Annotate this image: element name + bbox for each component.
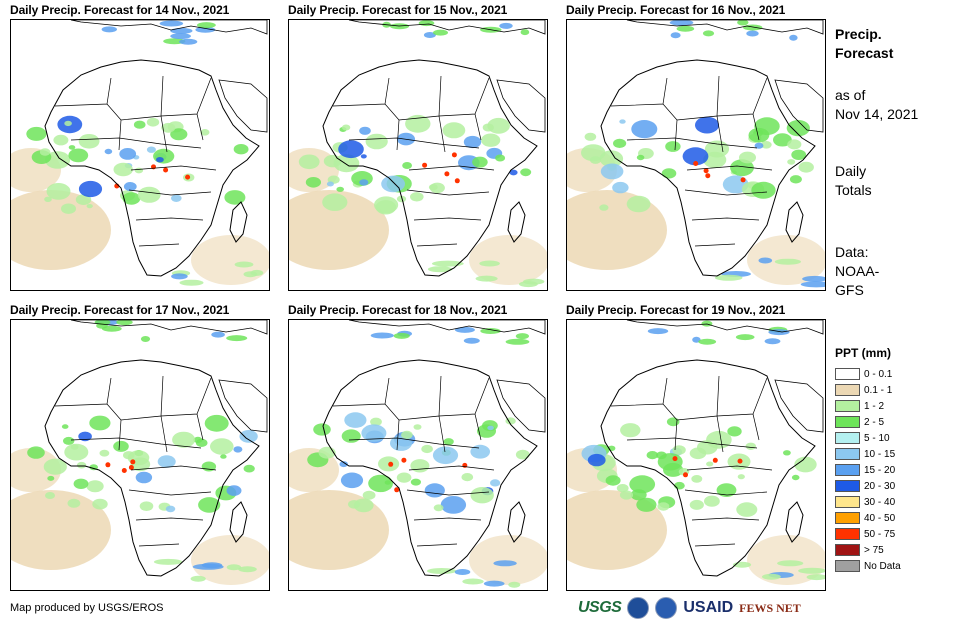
country-borders bbox=[44, 320, 268, 577]
country-borders bbox=[322, 20, 546, 277]
panel-title: Daily Precip. Forecast for 16 Nov., 2021 bbox=[566, 3, 786, 17]
panel-title: Daily Precip. Forecast for 17 Nov., 2021 bbox=[10, 303, 230, 317]
fews-net-logo: FEWS NET bbox=[739, 600, 801, 615]
legend-item: 15 - 20 bbox=[835, 462, 965, 478]
rainfall-field bbox=[567, 20, 825, 288]
legend-swatch bbox=[835, 448, 860, 460]
country-borders bbox=[600, 320, 824, 577]
legend-swatch bbox=[835, 384, 860, 396]
precip-map bbox=[10, 319, 270, 591]
panel-title: Daily Precip. Forecast for 14 Nov., 2021 bbox=[10, 3, 230, 17]
africa-map-svg bbox=[567, 20, 825, 288]
rainfall-field bbox=[567, 320, 825, 585]
legend-label: 20 - 30 bbox=[864, 480, 896, 492]
legend-item: No Data bbox=[835, 558, 965, 574]
panel-title: Daily Precip. Forecast for 18 Nov., 2021 bbox=[288, 303, 508, 317]
asof-date: Nov 14, 2021 bbox=[835, 106, 919, 122]
sidebar-title-line2: Forecast bbox=[835, 45, 894, 61]
legend-item: 5 - 10 bbox=[835, 430, 965, 446]
legend-swatch bbox=[835, 496, 860, 508]
legend-label: 0.1 - 1 bbox=[864, 384, 893, 396]
usgs-seal-icon bbox=[655, 597, 678, 619]
asof-line1: as of bbox=[835, 87, 866, 103]
legend-label: 15 - 20 bbox=[864, 464, 896, 476]
panel-title: Daily Precip. Forecast for 15 Nov., 2021 bbox=[288, 3, 508, 17]
africa-map-svg bbox=[11, 320, 269, 585]
africa-map-svg bbox=[567, 320, 825, 585]
rainfall-field bbox=[11, 20, 269, 286]
totals-line2: Totals bbox=[835, 182, 872, 198]
legend-item: > 75 bbox=[835, 542, 965, 558]
legend-swatch bbox=[835, 432, 860, 444]
legend-title: PPT (mm) bbox=[835, 346, 892, 360]
rainfall-field bbox=[289, 326, 547, 588]
data-line3: GFS bbox=[835, 282, 864, 298]
legend-item: 40 - 50 bbox=[835, 510, 965, 526]
legend-item: 50 - 75 bbox=[835, 526, 965, 542]
precip-map bbox=[566, 319, 826, 591]
legend-item: 30 - 40 bbox=[835, 494, 965, 510]
legend-item: 2 - 5 bbox=[835, 414, 965, 430]
panel-title: Daily Precip. Forecast for 19 Nov., 2021 bbox=[566, 303, 786, 317]
forecast-panel-16-nov: Daily Precip. Forecast for 16 Nov., 2021 bbox=[566, 3, 826, 291]
noaa-logo-icon bbox=[627, 597, 650, 619]
legend-label: 10 - 15 bbox=[864, 448, 896, 460]
forecast-panel-18-nov: Daily Precip. Forecast for 18 Nov., 2021 bbox=[288, 303, 548, 591]
legend-label: 40 - 50 bbox=[864, 512, 896, 524]
sidebar-asof: as of Nov 14, 2021 bbox=[835, 86, 918, 124]
legend-label: 50 - 75 bbox=[864, 528, 896, 540]
sidebar-totals: Daily Totals bbox=[835, 162, 872, 200]
data-line2: NOAA- bbox=[835, 263, 880, 279]
legend-label: 5 - 10 bbox=[864, 432, 890, 444]
legend-label: 0 - 0.1 bbox=[864, 368, 893, 380]
legend-rows: 0 - 0.1 0.1 - 1 1 - 2 2 - 5 5 - 10 10 - 15 15 … bbox=[835, 366, 965, 574]
legend-label: 2 - 5 bbox=[864, 416, 885, 428]
usaid-logo: USAID bbox=[683, 599, 734, 616]
forecast-panel-19-nov: Daily Precip. Forecast for 19 Nov., 2021 bbox=[566, 303, 826, 591]
legend-item: 1 - 2 bbox=[835, 398, 965, 414]
legend-label: 1 - 2 bbox=[864, 400, 885, 412]
legend-swatch bbox=[835, 480, 860, 492]
sidebar-title-line1: Precip. bbox=[835, 26, 882, 42]
forecast-panel-17-nov: Daily Precip. Forecast for 17 Nov., 2021 bbox=[10, 303, 270, 591]
legend-item: 20 - 30 bbox=[835, 478, 965, 494]
sidebar-data-source: Data: NOAA- GFS bbox=[835, 243, 879, 300]
legend-label: 30 - 40 bbox=[864, 496, 896, 508]
sidebar-title: Precip. Forecast bbox=[835, 25, 893, 63]
precip-map bbox=[566, 19, 826, 291]
country-borders bbox=[322, 320, 546, 577]
precip-map bbox=[10, 19, 270, 291]
africa-map-svg bbox=[289, 20, 547, 288]
country-borders bbox=[44, 20, 268, 277]
legend-swatch bbox=[835, 528, 860, 540]
precip-map bbox=[288, 319, 548, 591]
precip-map bbox=[288, 19, 548, 291]
legend-label: > 75 bbox=[864, 544, 884, 556]
map-credit: Map produced by USGS/EROS bbox=[10, 602, 164, 614]
legend-swatch bbox=[835, 560, 860, 572]
legend-swatch bbox=[835, 544, 860, 556]
forecast-panel-14-nov: Daily Precip. Forecast for 14 Nov., 2021 bbox=[10, 3, 270, 291]
country-borders bbox=[600, 20, 824, 277]
legend-swatch bbox=[835, 464, 860, 476]
totals-line1: Daily bbox=[835, 163, 867, 179]
legend-item: 10 - 15 bbox=[835, 446, 965, 462]
ppt-legend: PPT (mm) 0 - 0.1 0.1 - 1 1 - 2 2 - 5 5 - 10 1… bbox=[835, 346, 965, 574]
legend-swatch bbox=[835, 368, 860, 380]
legend-item: 0.1 - 1 bbox=[835, 382, 965, 398]
usgs-logo: USGS bbox=[578, 599, 622, 616]
legend-swatch bbox=[835, 400, 860, 412]
legend-item: 0 - 0.1 bbox=[835, 366, 965, 382]
forecast-panel-15-nov: Daily Precip. Forecast for 15 Nov., 2021 bbox=[288, 3, 548, 291]
legend-swatch bbox=[835, 416, 860, 428]
rainfall-field bbox=[11, 320, 269, 585]
africa-map-svg bbox=[11, 20, 269, 286]
agency-logos: USGS USAID FEWS NET bbox=[578, 596, 801, 620]
rainfall-field bbox=[289, 20, 547, 288]
legend-label: No Data bbox=[864, 560, 901, 572]
data-line1: Data: bbox=[835, 244, 869, 260]
africa-map-svg bbox=[289, 320, 547, 588]
legend-swatch bbox=[835, 512, 860, 524]
